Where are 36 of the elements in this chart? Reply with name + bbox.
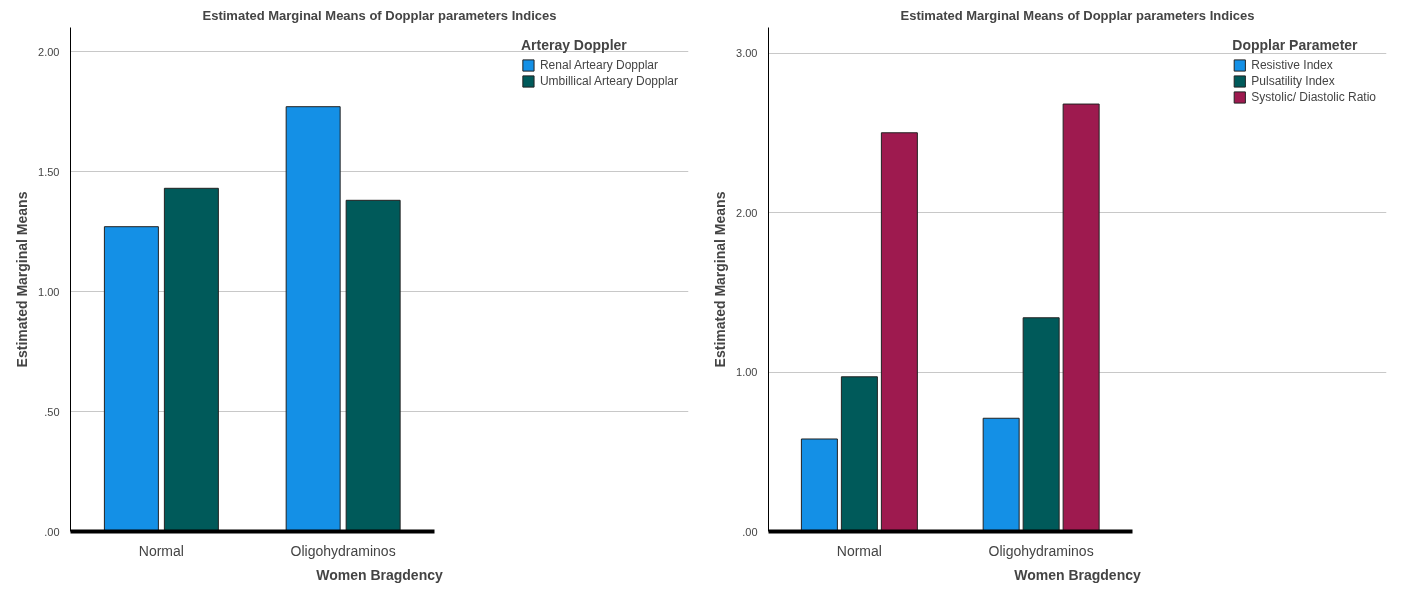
bar [163,187,219,532]
legend-title: Dopplar Parameter [1232,37,1359,53]
bar [103,226,159,532]
y-tick-label: 1.00 [38,285,60,298]
y-tick-label: 2.00 [38,45,60,58]
y-tick-label: .00 [742,525,758,538]
legend-label: Systolic/ Diastolic Ratio [1251,90,1376,104]
y-tick-label: 2.00 [736,206,758,219]
legend-label: Renal Arteary Dopplar [539,58,659,72]
chart-title: Estimated Marginal Means of Dopplar parameters Indices [202,7,557,23]
bar [1062,103,1100,532]
legend-label: Umbillical Arteary Dopplar [539,74,678,88]
y-axis-title: Estimated Marginal Means [712,191,729,368]
bar [840,376,878,532]
y-tick-label: 3.00 [736,47,758,60]
x-axis-title: Women Bragdency [1014,566,1141,583]
x-tick-label: Normal [836,542,882,559]
bar [1022,317,1060,532]
legend-label: Resistive Index [1251,58,1333,72]
x-tick-label: Normal [138,542,184,559]
bar [800,438,838,532]
chart-title: Estimated Marginal Means of Dopplar parameters Indices [900,7,1255,23]
x-axis-title: Women Bragdency [316,566,443,583]
bar [345,199,401,532]
y-axis-title: Estimated Marginal Means [14,191,31,368]
y-tick-label: .50 [44,405,60,418]
y-tick-label: 1.00 [736,366,758,379]
bar [982,417,1020,532]
x-tick-label: Oligohydraminos [988,542,1094,559]
x-tick-label: Oligohydraminos [290,542,396,559]
bar [880,132,918,532]
legend-label: Pulsatility Index [1251,74,1335,88]
y-tick-label: 1.50 [38,165,60,178]
bar [285,106,341,532]
y-tick-label: .00 [44,525,60,538]
legend-title: Arteray Doppler [520,37,628,53]
